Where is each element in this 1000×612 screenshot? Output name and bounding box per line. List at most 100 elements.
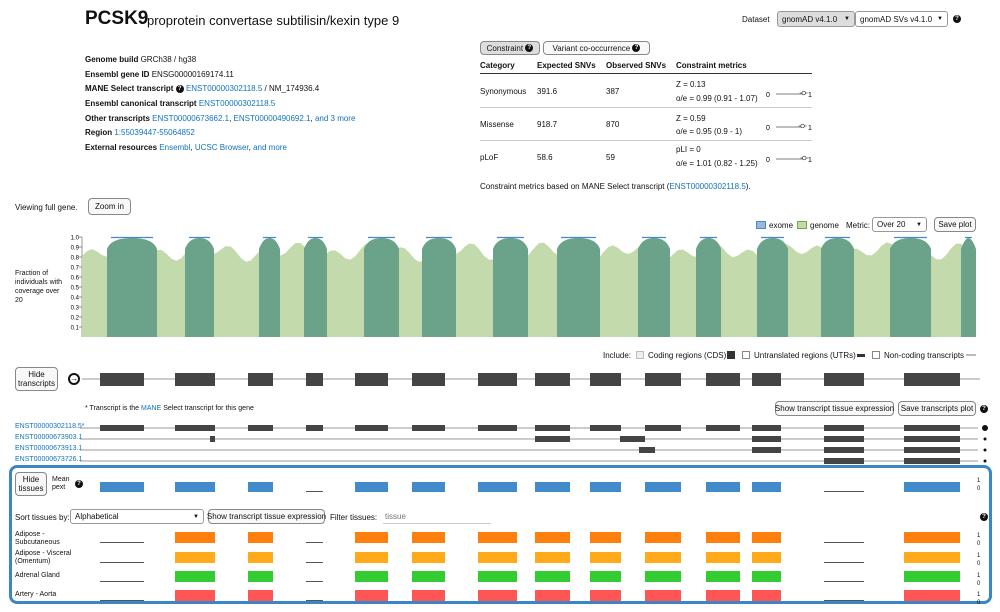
- show-transcript-tissue-expression-button[interactable]: Show transcript tissue expression: [775, 401, 894, 416]
- tissue-pext-bar: [535, 532, 570, 543]
- help-icon[interactable]: ?: [980, 513, 988, 521]
- mane-note-link[interactable]: MANE: [141, 405, 162, 412]
- oe-axis-min: 0: [766, 92, 770, 99]
- help-icon[interactable]: ?: [980, 405, 988, 413]
- tissue-pext-bar: [590, 571, 621, 582]
- transcript-exon: [478, 425, 517, 431]
- mean-pext-bar: [706, 482, 740, 492]
- other-transcripts-label: Other transcripts: [85, 114, 150, 123]
- transcript-exon: [904, 447, 960, 453]
- tissue-pext-bar: [306, 600, 323, 601]
- exon-block: [535, 373, 570, 386]
- row-category: pLoF: [480, 153, 499, 162]
- region-label: Region: [85, 128, 113, 137]
- sv-dataset-select[interactable]: gnomAD SVs v4.1.0 ▼: [855, 11, 948, 27]
- hide-transcripts-button[interactable]: Hide transcripts: [15, 367, 58, 391]
- other-transcript-link[interactable]: ENST00000673662.1: [152, 114, 230, 123]
- transcript-id-link[interactable]: ENST00000673913.1: [15, 445, 83, 452]
- transcript-exon: [355, 425, 388, 431]
- transcript-expression-dot: [983, 448, 987, 452]
- cds-checkbox[interactable]: [636, 351, 644, 359]
- other-transcript-link[interactable]: ENST00000490692.1: [233, 114, 311, 123]
- zoom-in-button[interactable]: Zoom in: [88, 198, 131, 215]
- ensembl-id-label: Ensembl gene ID: [85, 70, 150, 79]
- chevron-down-icon: ▼: [844, 16, 850, 22]
- filter-tissues-input[interactable]: [383, 509, 491, 524]
- genome-build-value: GRCh38 / hg38: [140, 55, 197, 64]
- row-metric-z: Z = 0.59: [676, 114, 706, 123]
- show-tissue-expression-button[interactable]: Show transcript tissue expression: [207, 509, 326, 524]
- transcript-id-link[interactable]: ENST00000302118.5*: [15, 423, 85, 430]
- oe-axis-max: 1: [808, 157, 812, 164]
- row-expected: 58.6: [537, 153, 553, 162]
- ensembl-link[interactable]: Ensembl: [159, 143, 191, 152]
- tissue-pext-bar: [248, 590, 273, 601]
- tissue-pext-bar: [248, 552, 273, 563]
- more-resources-link[interactable]: and more: [253, 143, 287, 152]
- col-header-category: Category: [480, 61, 515, 70]
- tissue-pext-bar: [590, 590, 621, 601]
- canonical-transcript-link[interactable]: ENST00000302118.5: [198, 99, 276, 108]
- help-icon[interactable]: ?: [953, 15, 961, 23]
- help-icon[interactable]: ?: [175, 84, 184, 93]
- exon-coverage-area: [259, 238, 280, 337]
- transcript-exon: [824, 425, 864, 431]
- pext-scale-min: 0: [977, 581, 981, 587]
- genome-build-label: Genome build: [85, 55, 139, 64]
- noncoding-checkbox[interactable]: [872, 351, 880, 359]
- sort-tissues-select[interactable]: Alphabetical ▼: [70, 509, 204, 524]
- transcript-exon: [904, 425, 960, 431]
- transcript-exon: [175, 425, 215, 431]
- mane-transcript-link[interactable]: ENST00000302118.5: [185, 84, 263, 93]
- footnote-prefix: Constraint metrics based on MANE Select …: [480, 182, 670, 191]
- tissue-pext-bar: [645, 532, 681, 543]
- transcript-exon: [752, 425, 781, 431]
- tissue-pext-bar: [248, 532, 273, 543]
- exon-coverage-area: [696, 238, 721, 337]
- tab-constraint[interactable]: Constraint ?: [480, 41, 540, 55]
- transcript-exon: [824, 436, 864, 442]
- save-transcripts-plot-button[interactable]: Save transcripts plot: [898, 401, 976, 416]
- exon-coverage-area: [493, 238, 528, 337]
- pext-scale-min: 0: [977, 600, 981, 606]
- transcript-exon: [620, 436, 645, 442]
- oe-mini-plots: 0 1 0 1 0 1: [766, 90, 812, 164]
- ucsc-link[interactable]: UCSC Browser: [194, 143, 249, 152]
- tab-variant-cooccurrence[interactable]: Variant co-occurrence ?: [543, 41, 650, 55]
- transcript-id-link[interactable]: ENST00000673726.1: [15, 456, 83, 463]
- arrow-right-icon[interactable]: →: [68, 373, 80, 385]
- region-link[interactable]: 1:55039447-55064852: [114, 128, 195, 137]
- transcript-expression-dot: [983, 459, 987, 463]
- save-plot-button[interactable]: Save plot: [934, 217, 976, 232]
- transcript-exon: [535, 425, 570, 431]
- y-tick-label: 0.7: [71, 266, 80, 272]
- help-icon: ?: [525, 44, 534, 52]
- hide-tissues-button[interactable]: Hide tissues: [15, 472, 47, 496]
- mane-note-suffix: Select transcript for this gene: [161, 405, 254, 412]
- table-divider: [480, 73, 812, 74]
- exon-block: [100, 373, 144, 386]
- transcript-id-link[interactable]: ENST00000673903.1: [15, 434, 83, 441]
- metric-select[interactable]: Over 20 ▼: [872, 217, 927, 232]
- exome-legend-swatch: [756, 221, 766, 229]
- noncoding-swatch: [966, 354, 976, 356]
- oe-point: [802, 155, 807, 161]
- tissue-pext-bar: [535, 590, 570, 601]
- tissue-pext-bar: [175, 552, 215, 563]
- transcript-expression-dot: [983, 437, 987, 441]
- mean-pext-bar: [478, 482, 517, 492]
- dataset-select[interactable]: gnomAD v4.1.0 ▼: [777, 11, 855, 27]
- chevron-down-icon: ▼: [937, 16, 943, 22]
- mane-note: * Transcript is the MANE Select transcri…: [85, 405, 254, 412]
- help-icon[interactable]: ?: [75, 480, 83, 488]
- more-transcripts-link[interactable]: and 3 more: [314, 114, 356, 123]
- footnote-transcript-link[interactable]: ENST00000302118.5: [669, 182, 746, 191]
- gene-full-name: proprotein convertase subtilisin/kexin t…: [147, 13, 400, 28]
- tissue-pext-bar: [100, 581, 144, 582]
- genome-build-row: Genome build GRCh38 / hg38: [85, 55, 196, 64]
- y-tick-label: 0.8: [71, 256, 80, 262]
- tissue-pext-bar: [478, 590, 517, 601]
- mean-pext-bar: [248, 482, 273, 492]
- row-metric-oe: o/e = 1.01 (0.82 - 1.25): [676, 159, 758, 168]
- utr-checkbox[interactable]: [742, 351, 750, 359]
